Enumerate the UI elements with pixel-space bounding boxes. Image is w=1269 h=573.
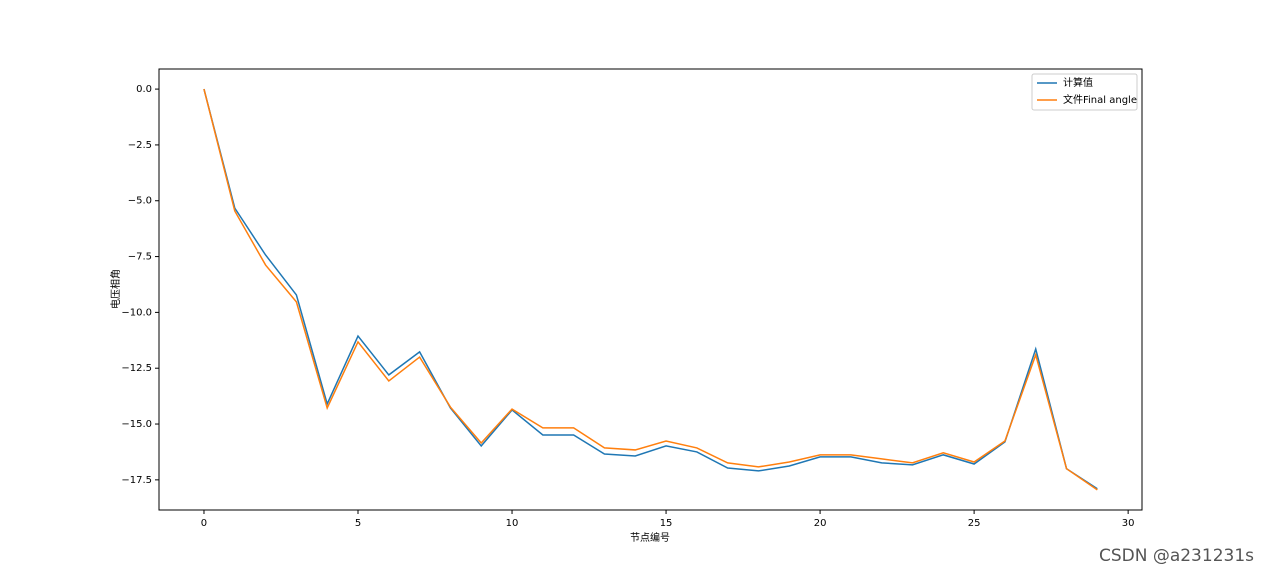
y-tick-label: 0.0	[136, 84, 152, 95]
x-tick-label: 20	[814, 518, 827, 529]
x-tick-label: 15	[660, 518, 673, 529]
y-tick-label: −15.0	[121, 419, 152, 430]
data-line	[203, 88, 1098, 491]
y-tick-label: −2.5	[128, 140, 152, 151]
y-tick-label: −17.5	[121, 475, 152, 486]
legend-label: 计算值	[1063, 76, 1093, 89]
x-axis-label: 节点编号	[630, 531, 670, 544]
y-tick-label: −12.5	[121, 363, 152, 374]
y-tick-label: −10.0	[121, 307, 152, 318]
y-tick-label: −5.0	[128, 196, 152, 207]
y-tick-label: −7.5	[128, 252, 152, 263]
x-tick-label: 10	[506, 518, 519, 529]
x-tick-label: 25	[968, 518, 981, 529]
plot-frame	[158, 68, 1143, 511]
y-axis-label: 电压相角	[109, 269, 122, 309]
x-tick-label: 5	[355, 518, 361, 529]
legend-label: 文件Final angle	[1063, 93, 1137, 106]
x-tick-label: 0	[201, 518, 207, 529]
watermark: CSDN @a231231s	[1099, 546, 1254, 566]
legend-box	[1031, 73, 1138, 111]
data-line	[203, 88, 1098, 490]
x-tick-label: 30	[1122, 518, 1135, 529]
